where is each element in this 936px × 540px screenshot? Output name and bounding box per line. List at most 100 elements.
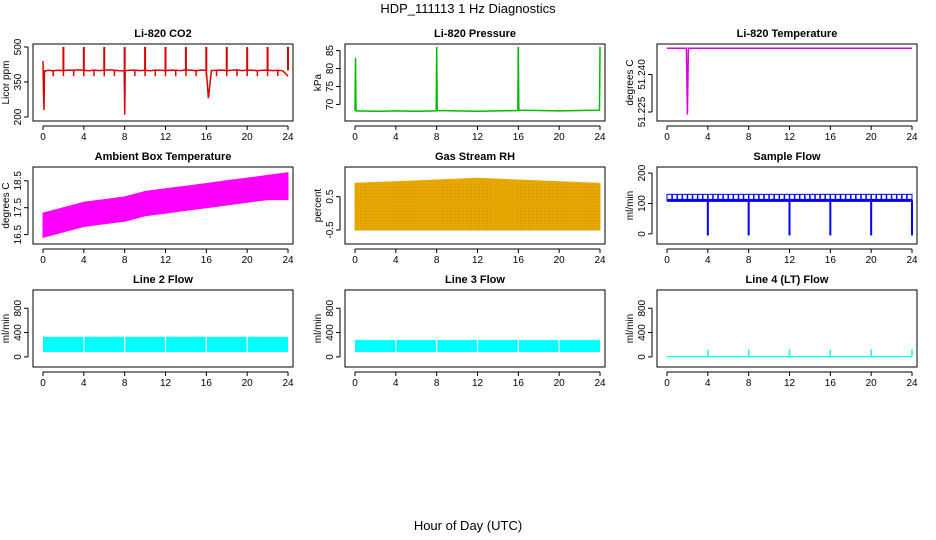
sample-flow-title: Sample Flow — [753, 151, 821, 163]
gas-stream-rh-x-tick-label: 4 — [393, 255, 399, 266]
li-820-co2-x-tick-label: 0 — [40, 132, 46, 143]
line-2-flow-title: Line 2 Flow — [133, 274, 193, 286]
gas-stream-rh-y-tick-label: 0.5 — [325, 189, 336, 203]
sample-flow-x-tick-label: 24 — [906, 255, 918, 266]
sample-flow-x-tick-label: 16 — [825, 255, 837, 266]
ambient-box-temperature-title: Ambient Box Temperature — [95, 151, 232, 163]
li-820-temperature-y-tick-label: 51.240 — [637, 59, 648, 90]
li-820-temperature-frame — [656, 43, 918, 122]
li-820-temperature-y-tick-label: 51.225 — [637, 96, 648, 127]
li-820-temperature-series-line — [667, 47, 912, 115]
li-820-co2-y-tick-label: 200 — [13, 108, 24, 125]
sample-flow-x-tick-label: 20 — [866, 255, 878, 266]
li-820-co2-x-tick-label: 20 — [242, 132, 254, 143]
ambient-box-temperature-y-tick-label: 16.5 — [13, 224, 24, 244]
li-820-temperature-x-tick-label: 24 — [906, 132, 918, 143]
line-2-flow-y-tick-label: 0 — [13, 354, 24, 360]
gas-stream-rh-x-tick-label: 12 — [472, 255, 484, 266]
ambient-box-temperature-x-tick-label: 4 — [81, 255, 87, 266]
sample-flow-y-tick-label: 100 — [637, 195, 648, 212]
line-3-flow-x-tick-label: 0 — [352, 378, 358, 389]
line-4-lt-flow-y-label: ml/min — [625, 314, 636, 343]
sample-flow-x-tick-label: 4 — [705, 255, 711, 266]
ambient-box-temperature-frame — [32, 166, 294, 245]
ambient-box-temperature-y-label: degrees C — [1, 182, 12, 228]
line-2-flow-x-tick-label: 0 — [40, 378, 46, 389]
ambient-box-temperature-x-tick-label: 20 — [242, 255, 254, 266]
li-820-pressure-y-label: kPa — [313, 73, 324, 91]
li-820-co2-x-tick-label: 24 — [282, 132, 294, 143]
shared-x-axis-label: Hour of Day (UTC) — [413, 518, 523, 533]
sample-flow-frame — [656, 166, 918, 245]
figure-title: HDP_111113 1 Hz Diagnostics — [380, 1, 556, 16]
li-820-co2-frame — [32, 43, 294, 122]
li-820-co2-title: Li-820 CO2 — [134, 28, 191, 40]
ambient-box-temperature-y-tick-label: 17.5 — [13, 198, 24, 218]
li-820-pressure-x-tick-label: 4 — [393, 132, 399, 143]
gas-stream-rh-frame — [344, 166, 606, 245]
line-3-flow-y-tick-label: 400 — [325, 324, 336, 341]
gas-stream-rh-title: Gas Stream RH — [435, 151, 515, 163]
li-820-pressure-series-line — [354, 46, 601, 113]
line-3-flow-y-label: ml/min — [313, 314, 324, 343]
gas-stream-rh-x-tick-label: 20 — [554, 255, 566, 266]
line-2-flow-x-tick-label: 20 — [242, 378, 254, 389]
line-2-flow-x-tick-label: 24 — [282, 378, 294, 389]
gas-stream-rh-band — [354, 177, 601, 231]
line-2-flow-y-tick-label: 400 — [13, 324, 24, 341]
gas-stream-rh-y-label: percent — [313, 189, 324, 223]
li-820-temperature-x-tick-label: 4 — [705, 132, 711, 143]
line-4-lt-flow-x-tick-label: 12 — [784, 378, 796, 389]
li-820-pressure-y-tick-label: 85 — [325, 45, 336, 57]
line-3-flow-title: Line 3 Flow — [445, 274, 505, 286]
ambient-box-temperature-x-tick-label: 8 — [122, 255, 128, 266]
line-4-lt-flow-title: Line 4 (LT) Flow — [746, 274, 829, 286]
line-4-lt-flow-frame — [656, 289, 918, 368]
li-820-temperature-x-tick-label: 16 — [825, 132, 837, 143]
gas-stream-rh-x-tick-label: 8 — [434, 255, 440, 266]
line-2-flow-y-label: ml/min — [1, 314, 12, 343]
ambient-box-temperature-x-tick-label: 0 — [40, 255, 46, 266]
line-3-flow-y-tick-label: 800 — [325, 299, 336, 316]
li-820-pressure-x-tick-label: 12 — [472, 132, 484, 143]
line-2-flow-x-tick-label: 16 — [201, 378, 213, 389]
line-3-flow-frame — [344, 289, 606, 368]
line-3-flow-x-tick-label: 20 — [554, 378, 566, 389]
line-3-flow-x-tick-label: 8 — [434, 378, 440, 389]
gas-stream-rh-x-tick-label: 16 — [513, 255, 525, 266]
li-820-pressure-y-tick-label: 80 — [325, 63, 336, 75]
li-820-pressure-x-tick-label: 0 — [352, 132, 358, 143]
line-4-lt-flow-x-tick-label: 8 — [746, 378, 752, 389]
ambient-box-temperature-x-tick-label: 16 — [201, 255, 213, 266]
li-820-co2-x-tick-label: 4 — [81, 132, 87, 143]
gas-stream-rh-x-tick-label: 24 — [594, 255, 606, 266]
sample-flow-y-tick-label: 0 — [637, 231, 648, 237]
sample-flow-x-tick-label: 12 — [784, 255, 796, 266]
line-2-flow-frame — [32, 289, 294, 368]
line-2-flow-x-tick-label: 4 — [81, 378, 87, 389]
li-820-pressure-x-tick-label: 16 — [513, 132, 525, 143]
li-820-co2-x-tick-label: 8 — [122, 132, 128, 143]
li-820-co2-y-label: Licor ppm — [1, 61, 12, 105]
line-2-flow-x-tick-label: 12 — [160, 378, 172, 389]
li-820-temperature-y-label: degrees C — [625, 59, 636, 105]
line-3-flow-x-tick-label: 12 — [472, 378, 484, 389]
li-820-co2-series-line — [42, 60, 289, 115]
li-820-pressure-x-tick-label: 8 — [434, 132, 440, 143]
li-820-pressure-x-tick-label: 24 — [594, 132, 606, 143]
line-4-lt-flow-x-tick-label: 24 — [906, 378, 918, 389]
li-820-temperature-x-tick-label: 20 — [866, 132, 878, 143]
sample-flow-x-tick-label: 0 — [664, 255, 670, 266]
line-4-lt-flow-x-tick-label: 16 — [825, 378, 837, 389]
line-2-flow-y-tick-label: 800 — [13, 299, 24, 316]
li-820-temperature-x-tick-label: 8 — [746, 132, 752, 143]
line-3-flow-x-tick-label: 4 — [393, 378, 399, 389]
li-820-temperature-x-tick-label: 12 — [784, 132, 796, 143]
line-4-lt-flow-y-tick-label: 0 — [637, 354, 648, 360]
line-4-lt-flow-y-tick-label: 800 — [637, 299, 648, 316]
sample-flow-y-tick-label: 200 — [637, 164, 648, 181]
sample-flow-x-tick-label: 8 — [746, 255, 752, 266]
li-820-pressure-y-tick-label: 75 — [325, 80, 336, 92]
ambient-box-temperature-x-tick-label: 12 — [160, 255, 172, 266]
